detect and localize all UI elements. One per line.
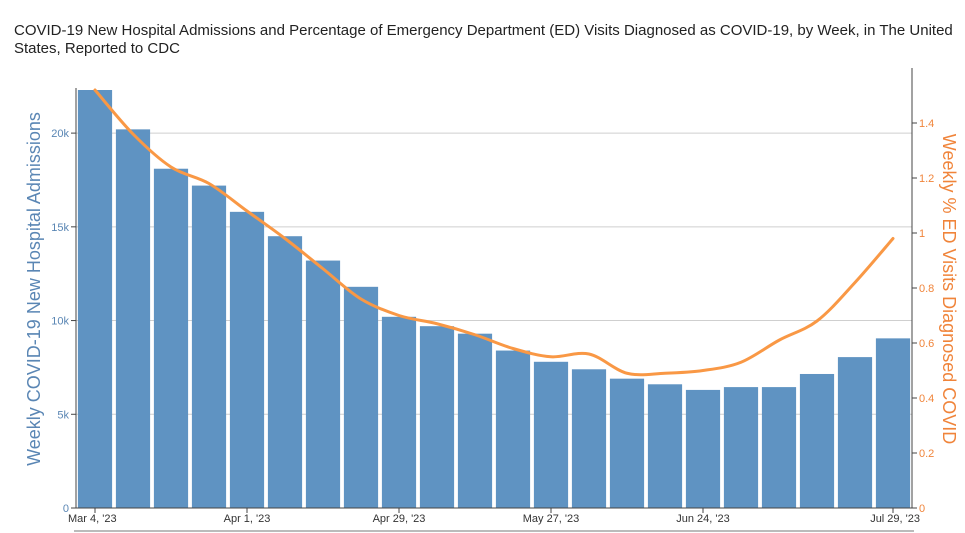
bar[interactable]	[229, 211, 265, 508]
x-tick-label: Apr 29, '23	[373, 513, 426, 525]
line-point[interactable]	[318, 264, 328, 274]
bar[interactable]	[305, 260, 341, 508]
line-point[interactable]	[774, 335, 784, 345]
line-point[interactable]	[394, 311, 404, 321]
bar[interactable]	[571, 369, 607, 508]
bar[interactable]	[723, 387, 759, 508]
line-point[interactable]	[736, 357, 746, 367]
line-series	[90, 85, 898, 378]
right-axis-title: Weekly % ED Visits Diagnosed COVID	[939, 134, 959, 444]
left-tick-label: 0	[63, 503, 69, 515]
bar[interactable]	[685, 389, 721, 508]
left-tick-label: 5k	[57, 409, 69, 421]
bar[interactable]	[153, 168, 189, 509]
right-tick-label: 0	[919, 503, 925, 515]
x-tick-label: May 27, '23	[523, 513, 580, 525]
bar-series	[77, 90, 911, 509]
axis-labels: 0 5k 10k 15k 20k 0 0.2 0.4 0.6 0.8 1 1.2 1.4 Mar 4, '…	[24, 112, 959, 525]
line-point[interactable]	[508, 344, 518, 354]
line-point[interactable]	[850, 278, 860, 288]
line-point[interactable]	[166, 162, 176, 172]
bar[interactable]	[457, 333, 493, 508]
right-tick-label: 0.8	[919, 283, 934, 295]
x-tick-label: Mar 4, '23	[68, 513, 117, 525]
bar[interactable]	[115, 129, 151, 509]
left-axis-title: Weekly COVID-19 New Hospital Admissions	[24, 112, 44, 466]
line-point[interactable]	[204, 179, 214, 189]
bar[interactable]	[799, 373, 835, 508]
bar[interactable]	[609, 378, 645, 508]
bar[interactable]	[267, 236, 303, 508]
left-tick-label: 15k	[51, 222, 69, 234]
line-point[interactable]	[280, 234, 290, 244]
bar[interactable]	[77, 90, 113, 508]
left-tick-label: 10k	[51, 316, 69, 328]
line-point[interactable]	[812, 316, 822, 326]
bar[interactable]	[837, 357, 873, 508]
ed-visits-line[interactable]	[93, 88, 895, 377]
line-point[interactable]	[622, 368, 632, 378]
bar[interactable]	[647, 384, 683, 508]
bar[interactable]	[761, 387, 797, 508]
right-tick-label: 1.2	[919, 173, 934, 185]
line-point[interactable]	[128, 129, 138, 139]
bar[interactable]	[343, 286, 379, 508]
bar[interactable]	[533, 361, 569, 508]
line-point[interactable]	[356, 294, 366, 304]
line-point[interactable]	[470, 330, 480, 340]
right-tick-label: 0.6	[919, 338, 934, 350]
x-tick-label: Jun 24, '23	[676, 513, 729, 525]
bar[interactable]	[495, 350, 531, 508]
line-point[interactable]	[432, 319, 442, 329]
line-point[interactable]	[90, 85, 100, 95]
line-point[interactable]	[660, 368, 670, 378]
chart-title: COVID-19 New Hospital Admissions and Per…	[14, 22, 953, 57]
line-point[interactable]	[584, 349, 594, 359]
line-point[interactable]	[546, 352, 556, 362]
x-tick-label: Jul 29, '23	[870, 513, 920, 525]
left-tick-label: 20k	[51, 128, 69, 140]
line-point[interactable]	[242, 206, 252, 216]
line-point[interactable]	[698, 366, 708, 376]
bar[interactable]	[875, 338, 911, 508]
right-tick-label: 0.2	[919, 448, 934, 460]
right-tick-label: 1	[919, 228, 925, 240]
bar[interactable]	[381, 316, 417, 508]
bar[interactable]	[419, 326, 455, 508]
right-tick-label: 0.4	[919, 393, 934, 405]
line-point[interactable]	[888, 234, 898, 244]
bar[interactable]	[191, 185, 227, 508]
x-tick-label: Apr 1, '23	[224, 513, 271, 525]
axes	[71, 68, 917, 532]
right-tick-label: 1.4	[919, 118, 934, 130]
